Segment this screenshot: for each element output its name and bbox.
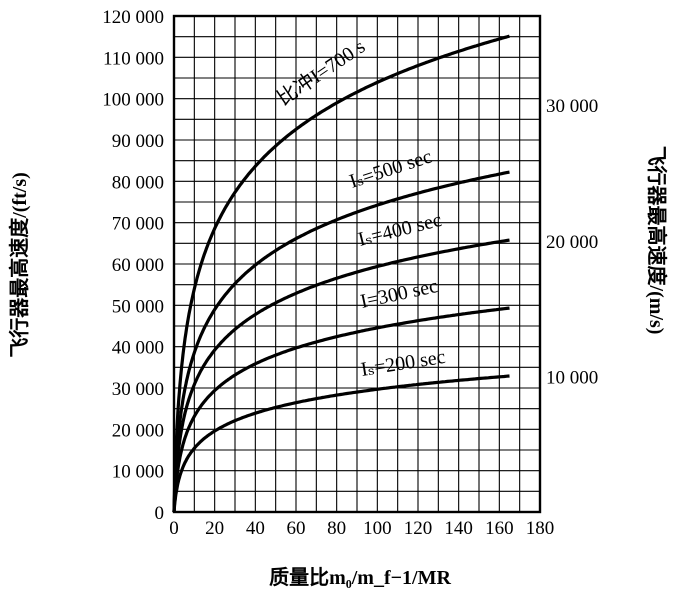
x-tick-label: 80 — [327, 518, 346, 539]
x-tick-label: 140 — [444, 518, 473, 539]
y-tick-label: 50 000 — [112, 296, 164, 317]
x-axis-title: 质量比m₀/m_f−1/MR — [269, 566, 451, 589]
series-label-500: Iₛ=500 sec — [347, 145, 435, 192]
x-tick-label: 60 — [287, 518, 306, 539]
plot-frame — [172, 14, 542, 514]
y-tick-label: 90 000 — [112, 131, 164, 152]
y-tick-label: 100 000 — [102, 90, 164, 111]
plot-border — [172, 14, 542, 514]
x-tick-label: 100 — [363, 518, 392, 539]
y-tick-label: 0 — [155, 503, 165, 524]
series-label-300: I=300 sec — [358, 275, 439, 313]
series-line-300 — [172, 306, 510, 513]
series-line-500 — [172, 170, 510, 513]
x-tick-label: 160 — [485, 518, 514, 539]
x-tick-label: 120 — [404, 518, 433, 539]
series-label-400: Iₛ=400 sec — [356, 209, 444, 251]
y-axis-title: 飞行器最高速度/(ft/s) — [7, 172, 31, 358]
y-tick-label: 30 000 — [112, 379, 164, 400]
y-tick-label: 80 000 — [112, 172, 164, 193]
series-line-700 — [172, 34, 510, 513]
x-axis-ticks: 0 20 40 60 80 100 120 140 160 180 — [169, 518, 554, 539]
x-tick-label: 20 — [205, 518, 224, 539]
y-right-tick-label: 30 000 — [546, 96, 598, 117]
chart-series — [172, 34, 510, 513]
y-right-tick-label: 20 000 — [546, 232, 598, 253]
chart-grid — [173, 15, 541, 513]
y-tick-label: 40 000 — [112, 338, 164, 359]
y-tick-label: 20 000 — [112, 420, 164, 441]
y-tick-label: 120 000 — [102, 7, 164, 28]
y-tick-label: 10 000 — [112, 462, 164, 483]
series-label-200: Iₛ=200 sec — [359, 346, 447, 381]
y-right-axis-ticks: 10 000 20 000 30 000 — [546, 96, 598, 388]
y-right-tick-label: 10 000 — [546, 367, 598, 388]
y-tick-label: 110 000 — [103, 48, 164, 69]
x-tick-label: 180 — [526, 518, 555, 539]
x-tick-label: 0 — [169, 518, 179, 539]
y-tick-label: 60 000 — [112, 255, 164, 276]
series-line-400 — [172, 238, 510, 513]
y-axis-ticks: 0 10 000 20 000 30 000 40 000 50 000 60 000 70 … — [102, 7, 164, 524]
series-line-200 — [172, 374, 510, 513]
y-tick-label: 70 000 — [112, 214, 164, 235]
y-right-axis-title: 飞行器最高速度/(m/s) — [645, 146, 669, 335]
x-tick-label: 40 — [246, 518, 265, 539]
